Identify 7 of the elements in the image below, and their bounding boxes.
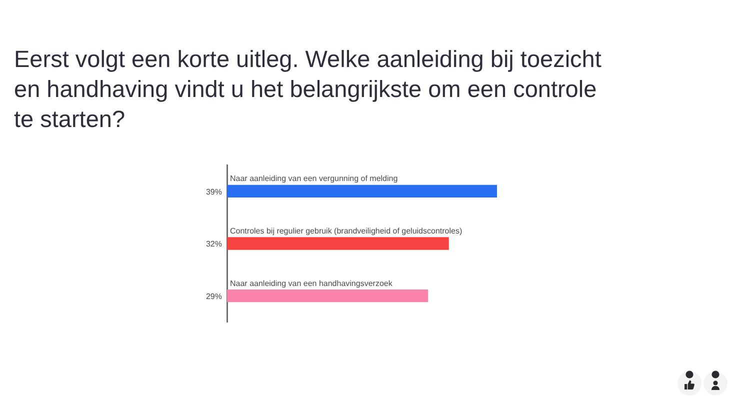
data-label: 29% [206, 292, 222, 302]
y-tick-label: Naar aanleiding van een vergunning of melding [230, 174, 398, 184]
chart-title: Eerst volgt een korte uitleg. Welke aanleiding bij toezicht en handhaving vindt u het belangrijkste om een controle te starten? [14, 45, 602, 134]
y-tick-label: Naar aanleiding van een handhavingsverzoek [230, 278, 394, 288]
data-label: 32% [206, 240, 222, 249]
y-tick-label: Controles bij regulier gebruik (brandveiligheid of geluidscontroles) [230, 226, 462, 236]
data-label: 39% [206, 187, 222, 196]
